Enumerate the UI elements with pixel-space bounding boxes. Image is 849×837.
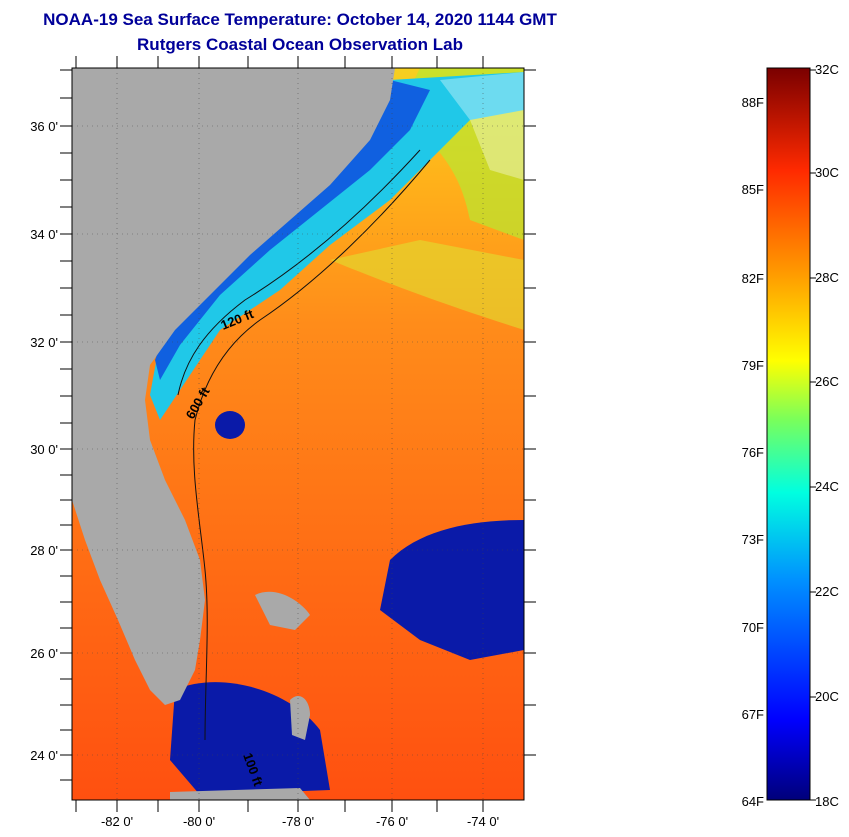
cb-f-label: 64F [742,794,764,809]
lat-label: 30 0' [30,442,58,457]
cb-f-label: 79F [742,358,764,373]
cb-f-label: 73F [742,532,764,547]
colorbar [766,67,811,801]
land-andros [290,695,310,740]
longitude-labels: -82 0' -80 0' -78 0' -76 0' -74 0' [101,814,499,829]
lon-label: -76 0' [376,814,408,829]
colorbar-ticks [810,69,816,801]
lat-label: 36 0' [30,119,58,134]
lon-label: -82 0' [101,814,133,829]
cb-c-label: 32C [815,62,839,77]
lon-label: -80 0' [183,814,215,829]
lat-label: 34 0' [30,227,58,242]
title-line-2: Rutgers Coastal Ocean Observation Lab [137,35,463,54]
land-cuba [170,788,310,800]
lat-label: 24 0' [30,748,58,763]
cb-f-label: 85F [742,182,764,197]
cb-c-label: 28C [815,270,839,285]
cold-patch-east [380,520,524,660]
cb-f-label: 70F [742,620,764,635]
cb-c-label: 22C [815,584,839,599]
sst-map: 120 ft 600 ft 100 ft [72,68,524,800]
cb-c-label: 24C [815,479,839,494]
title-line-1: NOAA-19 Sea Surface Temperature: October… [43,10,557,29]
ocean-yellow-water [330,240,524,330]
cb-c-label: 18C [815,794,839,809]
land-bahamas [255,591,310,630]
cb-f-label: 82F [742,271,764,286]
cb-f-label: 76F [742,445,764,460]
land-southeast-us [72,68,395,705]
lon-label: -78 0' [282,814,314,829]
lon-label: -74 0' [467,814,499,829]
cb-c-label: 20C [815,689,839,704]
cb-f-label: 88F [742,95,764,110]
lat-label: 28 0' [30,543,58,558]
cb-c-label: 30C [815,165,839,180]
contour-line-120 [177,149,421,396]
latitude-labels: 36 0' 34 0' 32 0' 30 0' 28 0' 26 0' 24 0… [30,119,58,763]
axis-ticks [60,56,536,812]
cold-patch-south [170,682,330,795]
colorbar-celsius-labels: 32C 30C 28C 26C 24C 22C 20C 18C [815,62,839,809]
cold-eddy [215,411,245,439]
cb-f-label: 67F [742,707,764,722]
graticule [72,68,524,800]
colorbar-fahrenheit-labels: 88F 85F 82F 79F 76F 73F 70F 67F 64F [742,95,764,809]
lat-label: 26 0' [30,646,58,661]
lat-label: 32 0' [30,335,58,350]
coastal-cold-water [155,80,430,380]
contour-line-600 [193,159,431,741]
coastal-cool-water [150,72,524,420]
cb-c-label: 26C [815,374,839,389]
